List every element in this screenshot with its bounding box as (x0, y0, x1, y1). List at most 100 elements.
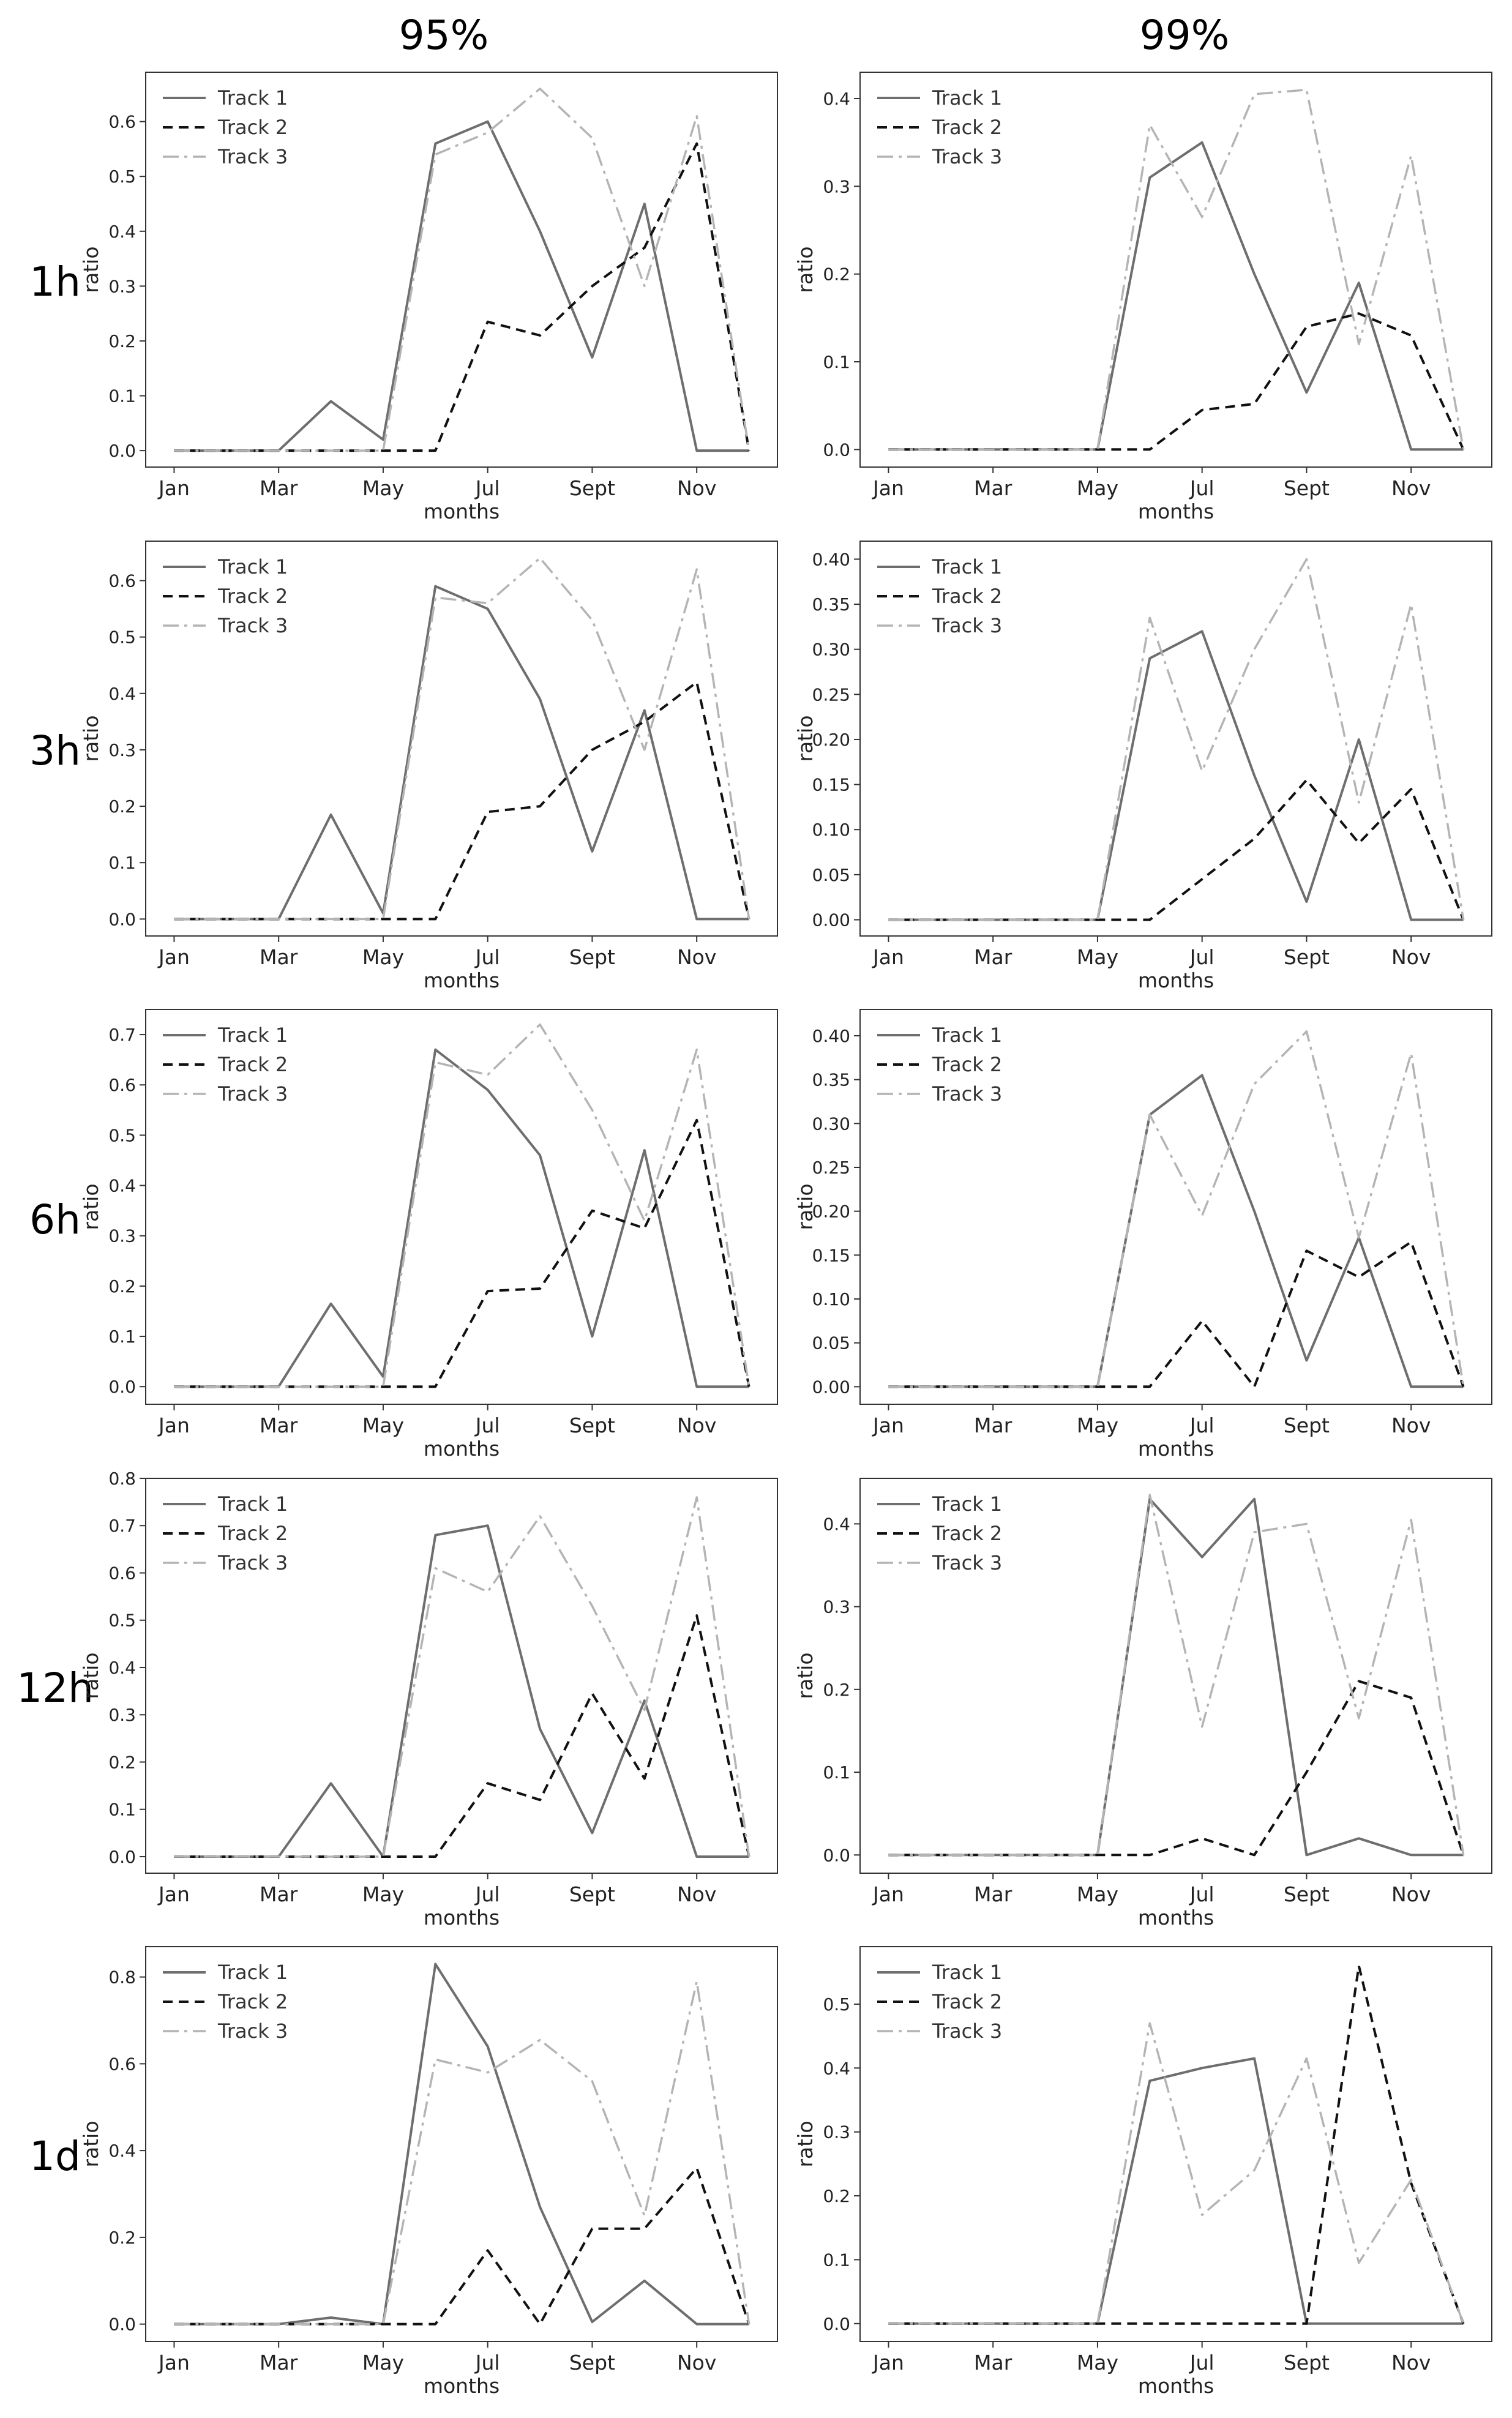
x-tick-label: Jul (1189, 1882, 1214, 1906)
series-line-track-3 (174, 88, 750, 452)
y-tick-label: 0.3 (823, 176, 850, 197)
y-tick-label: 0.4 (823, 1514, 850, 1534)
legend-label-track-2: Track 2 (932, 1522, 1002, 1545)
y-tick-label: 0.2 (823, 2186, 850, 2206)
panel-6h-95: 0.0 0.1 0.2 0.3 0.4 0.5 0.6 0.7 Jan Mar May Jul Sept… (79, 1009, 778, 1461)
y-tick-label: 0.00 (812, 910, 850, 930)
y-axis-label: ratio (793, 1652, 817, 1699)
y-tick-label: 0.0 (108, 2315, 136, 2335)
legend-label-track-1: Track 1 (217, 86, 288, 110)
x-tick-label: Sept (1284, 2351, 1330, 2375)
y-tick-label: 0.0 (823, 2314, 850, 2334)
x-axis-label: months (424, 2374, 500, 2398)
series-line-track-1 (174, 1524, 749, 1858)
x-tick-label: Sept (569, 2351, 615, 2375)
x-tick-label: Jan (157, 1882, 190, 1906)
legend-label-track-2: Track 2 (932, 116, 1002, 139)
series-line-track-1 (888, 630, 1464, 921)
x-tick-label: Nov (1391, 1413, 1431, 1437)
x-tick-label: Jan (872, 2351, 904, 2375)
series-line-track-2 (888, 1680, 1465, 1857)
plot-frame (859, 72, 1492, 468)
y-tick-label: 0.8 (108, 1469, 136, 1489)
panel-1h-99: 0.0 0.1 0.2 0.3 0.4 Jan Mar May Jul Sept Nov months… (793, 72, 1492, 523)
row-label-3h: 3h (29, 727, 81, 774)
panel-12h-99: 0.0 0.1 0.2 0.3 0.4 Jan Mar May Jul Sept Nov months… (793, 1478, 1492, 1930)
y-tick-label: 0.2 (823, 1680, 850, 1700)
column-title-99: 99% (1140, 12, 1230, 59)
series-line-track-2 (888, 1240, 1465, 1388)
legend-label-track-2: Track 2 (217, 1053, 288, 1076)
x-tick-label: Jul (474, 1413, 500, 1437)
legend-label-track-1: Track 1 (217, 1492, 288, 1516)
x-tick-label: May (1077, 1882, 1118, 1906)
y-axis-label: ratio (79, 246, 103, 293)
series-line-track-3 (174, 556, 750, 921)
y-tick-label: 0.4 (108, 684, 136, 704)
y-tick-label: 0.4 (108, 2141, 136, 2161)
x-axis-label: months (1138, 968, 1214, 992)
x-tick-label: Nov (677, 945, 716, 969)
x-tick-label: Mar (260, 2351, 298, 2375)
legend-label-track-2: Track 2 (932, 1990, 1002, 2013)
series-line-track-3 (174, 1496, 750, 1858)
y-tick-label: 0.10 (812, 1289, 850, 1309)
y-tick-label: 0.20 (812, 1202, 850, 1222)
plot-frame (859, 1478, 1492, 1874)
y-tick-label: 0.4 (108, 1176, 136, 1196)
x-tick-label: Sept (1284, 1882, 1330, 1906)
y-tick-label: 0.25 (812, 1158, 850, 1178)
y-tick-label: 0.2 (108, 796, 136, 817)
x-tick-label: Jul (1189, 945, 1214, 969)
series-line-track-1 (888, 141, 1464, 451)
y-tick-label: 0.6 (108, 112, 136, 132)
y-tick-label: 0.7 (108, 1516, 136, 1536)
legend-label-track-3: Track 3 (217, 1082, 288, 1106)
legend-label-track-2: Track 2 (932, 1053, 1002, 1076)
x-tick-label: May (362, 1882, 404, 1906)
panel-6h-99: 0.00 0.05 0.10 0.15 0.20 0.25 0.30 0.35 0.40 Jan M… (793, 1009, 1492, 1461)
y-axis-label: ratio (793, 2120, 817, 2167)
row-label-6h: 6h (29, 1196, 81, 1243)
y-tick-label: 0.1 (108, 1327, 136, 1347)
y-tick-label: 0.2 (108, 331, 136, 351)
x-axis-label: months (1138, 1437, 1214, 1461)
y-tick-label: 0.6 (108, 2054, 136, 2074)
plot-frame (145, 541, 778, 937)
series-line-track-2 (174, 681, 750, 921)
x-tick-label: Jul (1189, 2351, 1214, 2375)
y-tick-label: 0.35 (812, 594, 850, 615)
x-tick-label: Mar (974, 1882, 1012, 1906)
legend-label-track-1: Track 1 (932, 1024, 1002, 1047)
y-tick-label: 0.0 (108, 909, 136, 929)
x-tick-label: Mar (260, 1413, 298, 1437)
y-tick-label: 0.1 (108, 853, 136, 873)
series-line-track-2 (174, 2166, 750, 2326)
legend-label-track-2: Track 2 (217, 116, 288, 139)
y-axis-label: ratio (79, 2120, 103, 2167)
x-axis-label: months (424, 1906, 500, 1930)
x-tick-label: Sept (1284, 476, 1330, 500)
y-tick-label: 0.15 (812, 775, 850, 795)
x-tick-label: Jul (474, 945, 500, 969)
x-tick-label: Sept (569, 1413, 615, 1437)
x-tick-label: Nov (677, 1413, 716, 1437)
legend-label-track-1: Track 1 (217, 555, 288, 578)
x-tick-label: Mar (260, 476, 298, 500)
legend-label-track-2: Track 2 (217, 1990, 288, 2013)
plot-frame (145, 1478, 778, 1874)
y-axis-label: ratio (79, 1652, 103, 1699)
y-tick-label: 0.2 (108, 1752, 136, 1772)
y-tick-label: 0.0 (108, 441, 136, 461)
y-axis-label: ratio (793, 1183, 817, 1230)
y-tick-label: 0.5 (108, 627, 136, 648)
series-line-track-3 (888, 88, 1465, 451)
series-line-track-2 (174, 1118, 750, 1388)
y-tick-label: 0.5 (108, 167, 136, 187)
y-axis-label: ratio (79, 1183, 103, 1230)
y-tick-label: 0.4 (108, 1658, 136, 1678)
y-tick-label: 0.0 (823, 1845, 850, 1865)
legend-label-track-3: Track 3 (932, 145, 1002, 168)
legend-label-track-3: Track 3 (932, 2019, 1002, 2043)
